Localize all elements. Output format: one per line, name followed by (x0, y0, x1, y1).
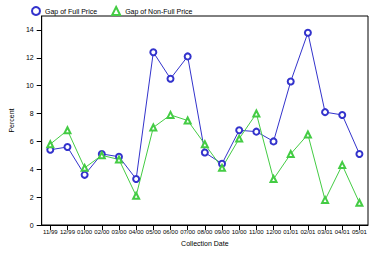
svg-text:Collection Date: Collection Date (181, 240, 229, 247)
svg-text:04/00: 04/00 (129, 229, 145, 235)
svg-text:Gap of Non-Full Price: Gap of Non-Full Price (125, 8, 192, 16)
svg-text:Gap of Full Price: Gap of Full Price (45, 8, 97, 16)
svg-text:10: 10 (26, 82, 34, 89)
svg-text:11/99: 11/99 (43, 229, 58, 235)
svg-text:02/00: 02/00 (94, 229, 110, 235)
svg-text:6: 6 (30, 138, 34, 145)
svg-text:08/00: 08/00 (197, 229, 213, 235)
svg-text:12/99: 12/99 (60, 229, 76, 235)
svg-text:10/00: 10/00 (232, 229, 248, 235)
svg-text:2: 2 (30, 194, 34, 201)
svg-text:03/01: 03/01 (318, 229, 334, 235)
svg-text:02/01: 02/01 (300, 229, 316, 235)
svg-text:03/00: 03/00 (111, 229, 127, 235)
svg-text:01/00: 01/00 (77, 229, 93, 235)
svg-text:8: 8 (30, 110, 34, 117)
svg-text:09/00: 09/00 (215, 229, 231, 235)
svg-text:01/01: 01/01 (283, 229, 299, 235)
svg-text:12/00: 12/00 (266, 229, 282, 235)
svg-text:11/00: 11/00 (249, 229, 264, 235)
svg-text:0: 0 (30, 222, 34, 229)
svg-text:14: 14 (26, 26, 34, 33)
svg-text:05/01: 05/01 (352, 229, 368, 235)
svg-text:06/00: 06/00 (163, 229, 179, 235)
svg-text:07/00: 07/00 (180, 229, 196, 235)
svg-text:4: 4 (30, 166, 34, 173)
svg-text:04/01: 04/01 (335, 229, 351, 235)
svg-text:05/00: 05/00 (146, 229, 162, 235)
svg-text:12: 12 (26, 54, 34, 61)
svg-text:Percent: Percent (8, 108, 15, 132)
